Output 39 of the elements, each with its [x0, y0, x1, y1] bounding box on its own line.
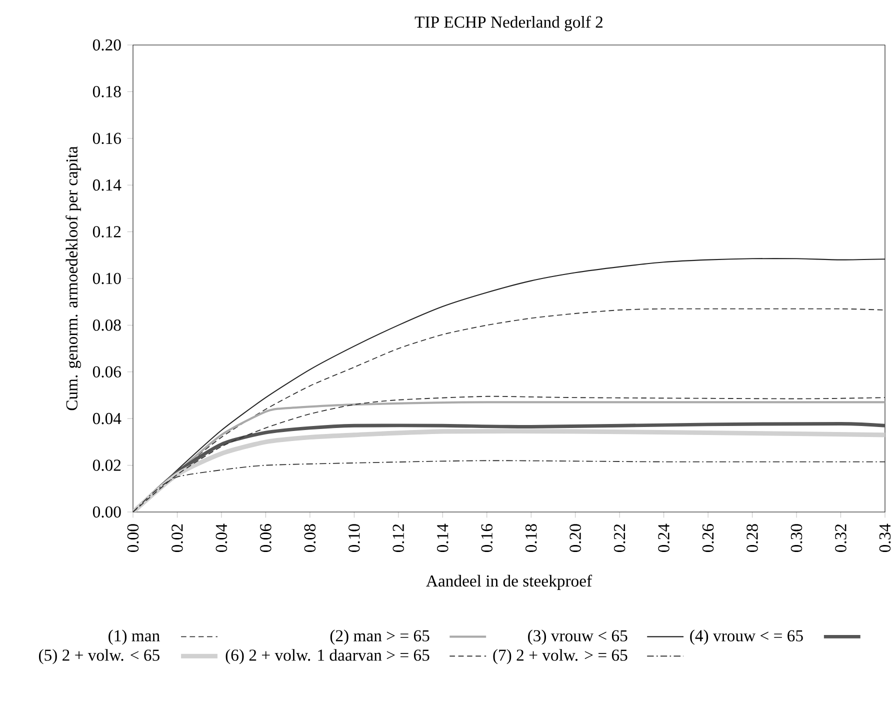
- y-tick-label: 0.10: [92, 272, 121, 284]
- y-tick-label: 0.06: [92, 366, 121, 378]
- legend-label: (2) man > = 65: [330, 630, 430, 645]
- y-tick-label: 0.18: [92, 86, 121, 98]
- x-tick-label: 0.04: [216, 524, 228, 552]
- x-tick-label: 0.28: [746, 524, 758, 552]
- x-tick-label: 0.26: [702, 524, 714, 552]
- legend-label: (6) 2 + volw. 1 daarvan > = 65: [226, 649, 430, 664]
- x-tick-label: 0.02: [172, 524, 183, 552]
- x-tick-label: 0.32: [835, 524, 846, 552]
- x-tick-label: 0.14: [436, 524, 448, 552]
- x-tick-label: 0.12: [392, 524, 404, 552]
- x-tick-label: 0.06: [260, 524, 272, 552]
- y-tick-label: 0.00: [92, 506, 121, 518]
- y-tick-label: 0.08: [92, 320, 121, 331]
- y-tick-label: 0.04: [92, 412, 122, 424]
- legend-label: (1) man: [108, 630, 160, 645]
- x-tick-label: 0.08: [304, 524, 316, 552]
- chart-title: TIP ECHP Nederland golf 2: [414, 16, 603, 32]
- x-tick-label: 0.30: [790, 524, 802, 552]
- y-tick-label: 0.12: [92, 226, 121, 238]
- x-tick-label: 0.34: [879, 524, 891, 552]
- legend-label: (7) 2 + volw. > = 65: [493, 649, 628, 664]
- y-tick-label: 0.20: [92, 39, 121, 51]
- x-tick-label: 0.22: [614, 524, 626, 552]
- y-tick-label: 0.16: [92, 132, 121, 144]
- x-tick-label: 0.24: [658, 524, 670, 552]
- x-tick-label: 0.18: [525, 524, 537, 552]
- legend-label: (5) 2 + volw. < 65: [38, 649, 160, 664]
- x-tick-label: 0.00: [127, 524, 139, 552]
- legend-label: (4) vrouw < = 65: [690, 630, 803, 645]
- x-tick-label: 0.16: [481, 524, 493, 552]
- y-tick-label: 0.14: [92, 179, 122, 191]
- x-tick-label: 0.20: [570, 524, 582, 552]
- x-axis-title: Aandeel in de steekproef: [426, 574, 592, 590]
- y-axis-title: Cum. genorm. armoedekloof per capita: [66, 146, 81, 410]
- y-tick-label: 0.02: [92, 460, 121, 471]
- legend-label: (3) vrouw < 65: [528, 630, 628, 645]
- x-tick-label: 0.10: [348, 524, 360, 552]
